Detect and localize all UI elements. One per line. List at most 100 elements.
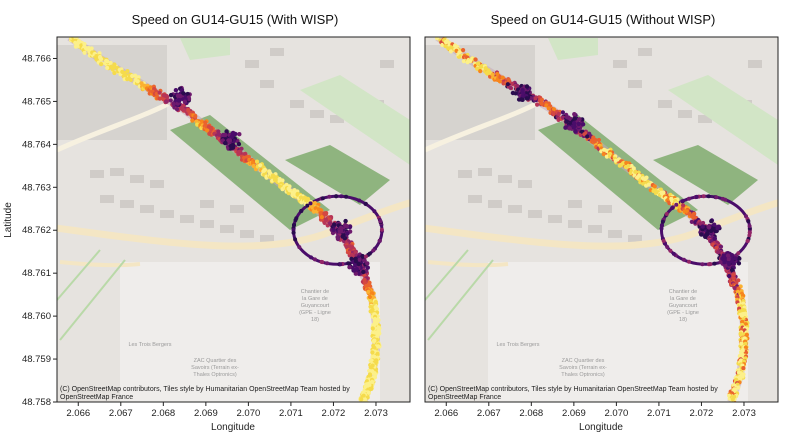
speed-point	[732, 285, 737, 291]
speed-point	[479, 64, 484, 69]
speed-point	[358, 403, 362, 407]
speed-point	[742, 336, 747, 341]
speed-point	[613, 158, 618, 163]
speed-point	[365, 400, 370, 402]
x-tick-label: 2.070	[604, 408, 628, 419]
map-panel-without-wisp: Speed on GU14-GU15 (Without WISP)	[424, 12, 779, 433]
speed-point	[227, 138, 233, 143]
y-tick-label: 48.759	[22, 354, 51, 365]
plot-frame	[56, 36, 411, 403]
y-tick-label: 48.760	[22, 311, 51, 322]
speed-point	[560, 110, 566, 115]
map-panel-with-wisp: Speed on GU14-GU15 (With WISP)	[3, 12, 411, 433]
speed-point	[354, 267, 359, 272]
speed-point	[377, 238, 382, 243]
map-label: ZAC Quartier des	[562, 358, 605, 364]
speed-point	[690, 215, 696, 220]
speed-point	[237, 149, 242, 154]
speed-point	[708, 228, 714, 234]
speed-point	[573, 129, 578, 134]
speed-point	[602, 147, 607, 152]
speed-point	[84, 46, 89, 51]
panel-title: Speed on GU14-GU15 (Without WISP)	[491, 12, 716, 27]
speed-point	[346, 261, 351, 266]
speed-point	[345, 231, 350, 236]
speed-point	[572, 112, 577, 117]
speed-point	[180, 107, 186, 112]
speed-point	[729, 253, 735, 258]
speed-point	[700, 224, 705, 229]
speed-point	[186, 96, 192, 102]
speed-point	[747, 233, 752, 238]
speed-point	[313, 201, 318, 206]
map-label: Chantier de	[301, 289, 329, 295]
speed-point	[476, 61, 481, 66]
speed-point	[505, 82, 510, 87]
speed-point	[736, 370, 742, 375]
speed-point	[736, 261, 742, 266]
speed-point	[461, 59, 466, 64]
speed-point	[331, 227, 336, 233]
speed-point	[533, 96, 538, 101]
speed-point	[699, 232, 704, 237]
speed-point	[343, 218, 348, 224]
speed-point	[334, 194, 339, 199]
speed-point	[174, 107, 180, 112]
x-tick-label: 2.071	[647, 408, 671, 419]
speed-point	[577, 117, 582, 122]
speed-point	[297, 245, 302, 250]
speed-point	[353, 259, 358, 264]
speed-point	[714, 195, 719, 200]
speed-point	[687, 196, 691, 201]
x-tick-label: 2.066	[434, 408, 458, 419]
speed-point	[291, 230, 296, 235]
speed-point	[371, 248, 376, 253]
speed-point	[709, 219, 714, 224]
speed-point	[737, 376, 743, 381]
y-tick-label: 48.761	[22, 268, 51, 279]
x-tick-label: 2.071	[279, 408, 303, 419]
park-light	[300, 75, 410, 165]
speed-point	[203, 120, 208, 125]
speed-point	[320, 196, 325, 201]
speed-point	[237, 132, 242, 137]
speed-point	[551, 107, 557, 112]
map-label: Chantier de	[669, 289, 697, 295]
speed-point	[105, 59, 110, 64]
y-tick-label: 48.762	[22, 225, 51, 236]
speed-point	[746, 219, 751, 224]
speed-point	[659, 223, 664, 228]
speed-point	[739, 341, 744, 346]
speed-point	[478, 69, 483, 74]
svg-text:Savoirs (Terrain ex-: Savoirs (Terrain ex-	[559, 365, 607, 371]
y-tick-label: 48.764	[22, 139, 51, 150]
speed-point	[571, 121, 577, 126]
speed-point	[319, 211, 324, 216]
speed-point	[319, 259, 324, 264]
speed-point	[681, 203, 686, 208]
speed-point	[520, 88, 525, 93]
speed-point	[667, 201, 672, 206]
svg-text:18): 18)	[311, 317, 319, 323]
speed-point	[366, 289, 371, 294]
x-tick-label: 2.073	[732, 408, 756, 419]
speed-point	[318, 207, 323, 212]
speed-point	[77, 38, 82, 44]
speed-point	[105, 65, 110, 70]
speed-point	[376, 331, 381, 336]
speed-point	[165, 94, 170, 99]
speed-point	[130, 73, 135, 79]
speed-point	[254, 159, 260, 164]
speed-point	[339, 194, 344, 199]
speed-point	[698, 221, 703, 226]
speed-point	[209, 126, 214, 131]
speed-point	[181, 91, 186, 96]
axes: 2.066 2.067 2.068 2.069 2.070 2.071 2.072 2.073	[434, 402, 756, 419]
speed-point	[564, 119, 569, 124]
speed-point	[440, 42, 445, 48]
speed-point	[325, 261, 330, 266]
speed-point	[437, 32, 441, 36]
speed-point	[332, 222, 337, 227]
speed-point	[443, 44, 448, 49]
